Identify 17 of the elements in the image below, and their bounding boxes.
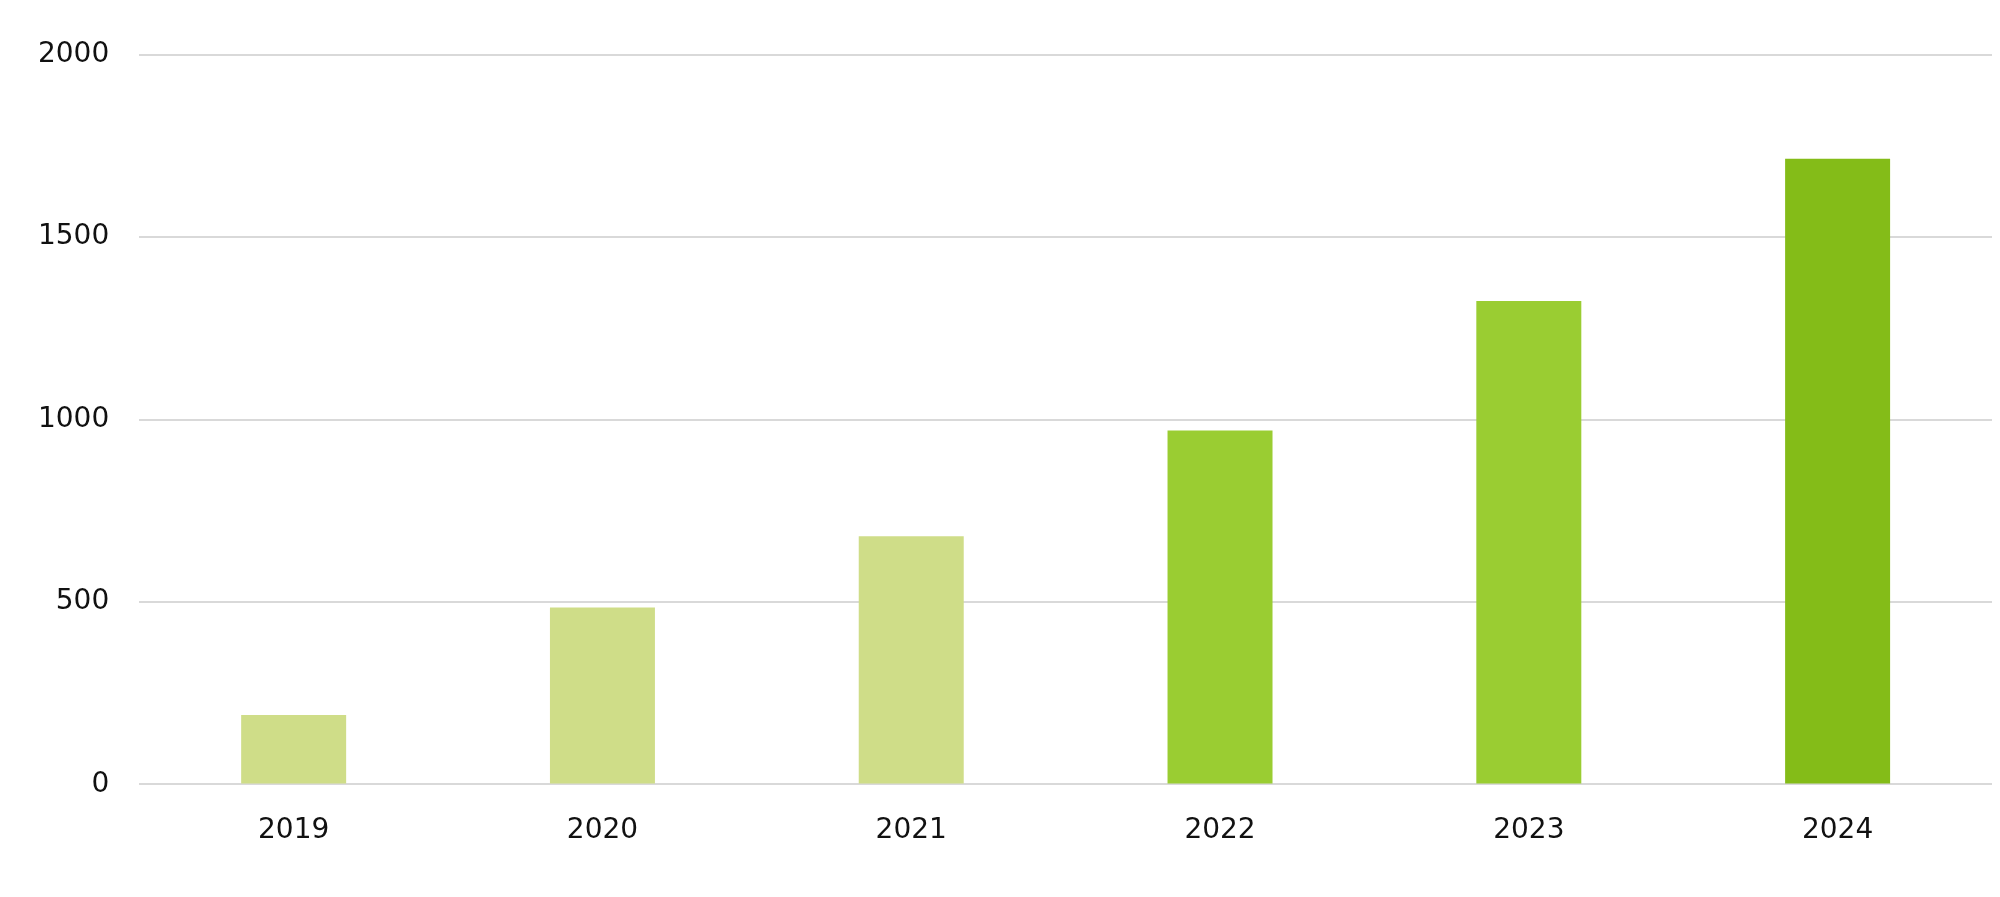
y-tick-label: 0 xyxy=(91,765,110,799)
bar xyxy=(1785,158,1891,784)
x-tick-label: 2021 xyxy=(875,812,947,846)
x-tick-label: 2022 xyxy=(1184,812,1256,846)
y-tick-label: 500 xyxy=(55,583,110,617)
y-tick-label: 1500 xyxy=(37,218,110,252)
bar xyxy=(241,715,347,784)
y-tick-label: 1000 xyxy=(37,400,110,434)
x-tick-label: 2023 xyxy=(1493,812,1565,846)
bar xyxy=(1167,430,1273,784)
x-tick-label: 2024 xyxy=(1801,812,1874,846)
bar xyxy=(858,536,964,784)
bar xyxy=(549,607,655,784)
x-tick-label: 2020 xyxy=(566,812,639,846)
x-tick-label: 2019 xyxy=(258,812,330,846)
bar xyxy=(1476,301,1582,784)
y-tick-label: 2000 xyxy=(37,36,110,70)
